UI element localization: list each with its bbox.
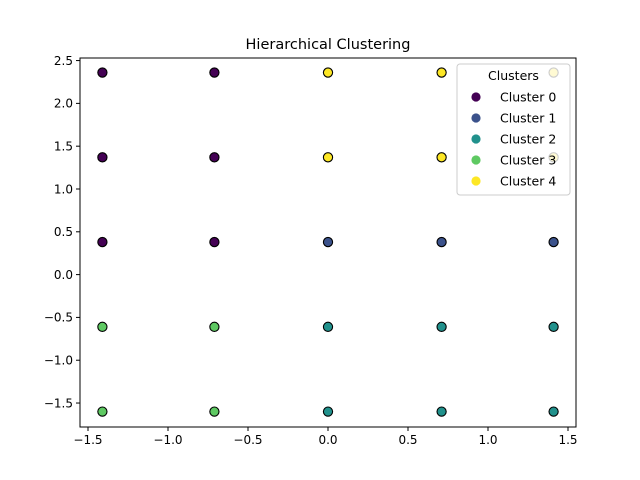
legend-box [456,63,571,196]
axes: −1.5 −1.0 −0.5 0.0 0.5 1.0 1.5 −1.5 −1.0 −0.5 0.0 0… [44,54,578,447]
data-point-cluster-3 [209,321,220,332]
data-point-cluster-4 [322,67,334,78]
data-point-cluster-0 [209,152,220,163]
data-point-cluster-2 [322,406,334,417]
data-point-cluster-3 [97,321,108,332]
y-tick-label: 0.5 [54,225,73,239]
legend: Clusters Cluster 0 Cluster 1 Cluster 2 Clust… [456,63,571,196]
y-tick-label: −1.0 [44,354,73,368]
legend-marker-cluster-1 [471,113,481,123]
data-point-cluster-2 [548,321,559,332]
data-point-cluster-3 [97,406,108,417]
data-point-cluster-1 [548,236,559,248]
legend-marker-cluster-3 [471,155,481,165]
x-tick-label: −1.0 [153,433,182,447]
data-point-cluster-2 [322,321,334,332]
x-tick-label: 0.5 [398,433,417,447]
legend-marker-cluster-4 [471,176,481,186]
data-point-cluster-3 [209,406,220,417]
plot-area [97,67,559,417]
data-point-cluster-0 [97,152,108,163]
data-point-cluster-2 [548,406,559,417]
y-tick-label: 2.5 [54,54,73,68]
legend-marker-cluster-2 [471,134,481,144]
x-tick-label: −0.5 [233,433,262,447]
data-point-cluster-4 [322,152,334,163]
legend-marker-cluster-0 [471,92,481,102]
legend-label-cluster-3: Cluster 3 [500,153,556,168]
legend-label-cluster-0: Cluster 0 [500,90,556,105]
data-point-cluster-0 [209,67,220,78]
legend-label-cluster-1: Cluster 1 [500,111,556,126]
x-tick-label: −1.5 [73,433,102,447]
data-point-cluster-2 [436,406,447,417]
y-tick-label: −1.5 [44,396,73,410]
data-point-cluster-4 [436,152,447,163]
data-point-cluster-0 [97,236,108,248]
data-point-cluster-0 [97,67,108,78]
data-point-cluster-1 [322,236,334,248]
legend-label-cluster-4: Cluster 4 [500,174,556,189]
legend-label-cluster-2: Cluster 2 [500,132,556,147]
x-tick-label: 1.0 [478,433,497,447]
y-tick-label: 2.0 [54,97,73,111]
y-tick-label: 1.5 [54,139,73,153]
data-point-cluster-1 [436,236,447,248]
legend-title: Clusters [488,68,539,83]
y-tick-label: 1.0 [54,182,73,196]
data-point-cluster-2 [436,321,447,332]
x-tick-label: 0.0 [318,433,337,447]
data-point-cluster-4 [436,67,447,78]
data-point-cluster-0 [209,236,220,248]
y-tick-label: −0.5 [44,311,73,325]
chart-title: Hierarchical Clustering [246,37,411,53]
x-tick-label: 1.5 [558,433,577,447]
y-tick-label: 0.0 [54,268,73,282]
